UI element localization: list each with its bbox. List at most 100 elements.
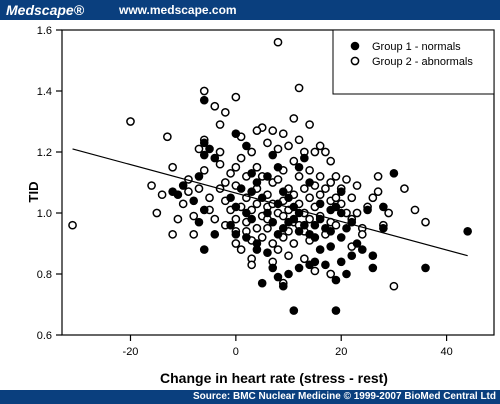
data-point-group-1 [347,251,357,260]
data-point-group-2 [373,172,383,181]
data-point-group-1 [278,187,288,196]
data-point-group-2 [400,184,409,193]
data-point-group-2 [326,269,336,279]
data-point-group-2 [284,141,293,151]
data-point-group-1 [294,263,304,273]
data-point-group-2 [215,120,225,129]
data-point-group-1 [336,257,346,267]
data-point-group-1 [342,223,351,233]
data-points [68,37,472,315]
scatter-chart: 0.6 0.8 1.0 1.2 1.4 1.6 -20 0 20 40 TID Change i… [26,25,495,386]
data-point-group-1 [336,233,346,242]
data-point-group-2 [147,181,156,190]
data-point-group-2 [352,181,362,190]
x-axis-label: Change in heart rate (stress - rest) [160,370,388,386]
data-point-group-2 [152,208,162,218]
data-point-group-1 [252,245,262,254]
y-tick-label: 1.0 [37,208,52,220]
data-point-group-1 [210,153,220,163]
y-axis: 0.6 0.8 1.0 1.2 1.4 1.6 [37,25,62,342]
data-point-group-1 [315,245,325,254]
data-point-group-1 [263,208,272,218]
data-point-group-2 [189,211,199,221]
data-point-group-1 [247,169,256,178]
y-tick-label: 1.4 [37,86,52,98]
data-point-group-1 [315,199,325,209]
y-tick-label: 1.2 [37,147,52,159]
data-point-group-2 [326,156,336,166]
data-point-group-2 [226,169,235,178]
data-point-group-1 [305,260,314,270]
data-point-group-2 [273,175,283,184]
data-point-group-1 [268,150,278,160]
data-point-group-1 [289,306,299,315]
data-point-group-2 [373,187,383,196]
data-point-group-1 [331,275,341,285]
data-point-group-2 [357,230,367,239]
legend-label-group-1: Group 1 - normals [372,41,461,53]
data-point-group-1 [357,245,367,254]
data-point-group-2 [173,214,183,224]
data-point-group-1 [331,202,341,212]
data-point-group-1 [199,205,209,215]
data-point-group-1 [326,227,335,236]
data-point-group-2 [315,141,325,151]
medscape-logo: Medscape® [6,2,85,18]
data-point-group-2 [289,156,299,166]
footer-bar: Source: BMC Nuclear Medicine © 1999-2007… [0,390,500,404]
data-point-group-2 [236,153,246,163]
data-point-group-2 [126,117,135,126]
data-point-group-2 [421,217,430,227]
data-point-group-2 [384,208,393,218]
data-point-group-2 [289,114,299,123]
data-point-group-2 [252,223,262,233]
data-point-group-2 [199,86,209,96]
data-point-group-1 [226,220,235,230]
data-point-group-1 [336,208,346,218]
data-point-group-1 [210,230,220,239]
data-point-group-2 [194,144,204,154]
y-axis-label: TID [26,182,41,203]
data-point-group-2 [231,92,241,102]
data-point-group-2 [231,239,241,248]
data-point-group-1 [273,230,283,239]
data-point-group-1 [352,239,362,248]
data-point-group-2 [247,147,257,157]
data-point-group-1 [199,95,209,105]
data-point-group-2 [178,199,188,209]
data-point-group-1 [294,162,304,172]
data-point-group-2 [410,205,420,215]
data-point-group-1 [463,227,472,236]
data-point-group-1 [379,202,388,212]
data-point-group-1 [421,263,430,273]
y-tick-label: 0.8 [37,269,52,281]
data-point-group-2 [268,126,278,136]
data-point-group-2 [168,162,177,172]
data-point-group-1 [199,138,209,148]
data-point-group-1 [257,278,267,288]
data-point-group-1 [310,233,320,242]
data-point-group-1 [199,150,209,160]
legend-label-group-2: Group 2 - abnormals [372,56,473,68]
data-point-group-1 [268,263,278,273]
data-point-group-1 [368,263,378,273]
trend-line [72,148,468,257]
data-point-group-1 [379,223,388,233]
data-point-group-1 [273,162,283,172]
data-point-group-1 [321,260,330,270]
data-point-group-1 [247,214,256,224]
data-point-group-2 [252,199,262,209]
data-point-group-1 [194,217,204,227]
x-tick-label: 0 [233,346,239,358]
data-point-group-2 [231,162,241,172]
data-point-group-1 [273,272,283,282]
data-point-group-2 [273,245,283,254]
data-point-group-2 [268,239,278,248]
legend-box [332,29,495,95]
data-point-group-1 [231,129,241,138]
x-tick-label: 40 [440,346,452,358]
data-point-group-2 [294,135,304,145]
data-point-group-2 [352,208,362,218]
data-point-group-1 [289,214,299,224]
data-point-group-1 [389,169,399,178]
